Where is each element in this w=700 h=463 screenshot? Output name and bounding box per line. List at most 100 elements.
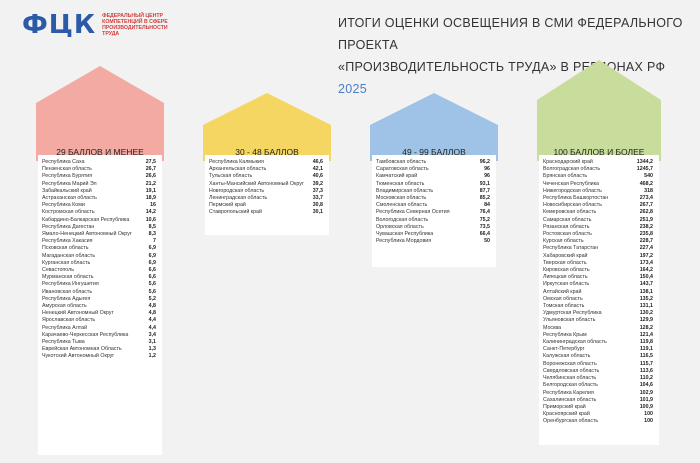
region-score: 40,6 xyxy=(312,173,323,180)
region-name: Ставропольский край xyxy=(209,209,262,216)
region-name: Свердловская область xyxy=(543,367,600,374)
region-name: Новгородская область xyxy=(209,187,265,194)
region-score: 16 xyxy=(150,202,156,209)
region-score: 468,2 xyxy=(639,180,653,187)
region-name: Мурманская область xyxy=(42,274,94,281)
region-score: 1,2 xyxy=(148,353,156,360)
region-name: Пензенская область xyxy=(42,166,92,173)
title-line-1: ИТОГИ ОЦЕНКИ ОСВЕЩЕНИЯ В СМИ ФЕДЕРАЛЬНОГ… xyxy=(338,16,683,52)
region-name: Пермский край xyxy=(209,202,246,209)
region-name: Вологодская область xyxy=(376,216,429,223)
region-name: Республика Дагестан xyxy=(42,223,95,230)
region-score: 18,9 xyxy=(145,195,156,202)
region-row: Рязанская область 238,2 xyxy=(543,224,653,231)
region-name: Красноярский край xyxy=(543,411,590,418)
region-row: Ростовская область 235,8 xyxy=(543,231,653,238)
region-row: Республика Адыгея 5,2 xyxy=(42,296,156,303)
region-name: Краснодарский край xyxy=(543,159,593,165)
region-row: Нижегородская область 318 xyxy=(543,188,653,195)
region-row: Иркутская область 143,7 xyxy=(543,281,653,288)
region-name: Магаданская область xyxy=(42,252,96,259)
region-name: Республика Калмыкия xyxy=(209,159,264,165)
region-score: 262,8 xyxy=(639,209,653,216)
region-score: 66,4 xyxy=(479,231,490,238)
group-roof-4 xyxy=(537,60,661,161)
region-name: Чувашская Республика xyxy=(376,231,434,238)
region-row: Тверская область 173,4 xyxy=(543,260,653,267)
region-row: Республика Тыва 3,1 xyxy=(42,339,156,346)
region-row: Алтайский край 138,1 xyxy=(543,289,653,296)
region-score: 1344,2 xyxy=(636,159,653,165)
region-score: 121,4 xyxy=(639,331,653,338)
region-name: Чеченская Республика xyxy=(543,180,599,187)
region-score: 21,2 xyxy=(145,180,156,187)
region-name: Курская область xyxy=(543,238,584,245)
region-score: 4,8 xyxy=(148,310,156,317)
region-score: 27,5 xyxy=(145,159,156,165)
region-name: Республика Марий Эл xyxy=(42,180,97,187)
region-name: Забайкальский край xyxy=(42,187,92,194)
region-name: Волгоградская область xyxy=(543,166,601,173)
region-row: Тульская область 40,6 xyxy=(209,173,323,180)
region-score: 50 xyxy=(484,238,490,245)
region-name: Алтайский край xyxy=(543,288,582,295)
region-name: Самарская область xyxy=(543,216,592,223)
group-label: 29 БАЛЛОВ И МЕНЕЕ xyxy=(56,147,144,157)
region-row: Курская область 228,7 xyxy=(543,238,653,245)
region-score: 113,6 xyxy=(640,367,653,374)
region-name: Владимирская область xyxy=(376,187,434,194)
region-name: Псковская область xyxy=(42,245,89,252)
region-row: Томская область 131,1 xyxy=(543,303,653,310)
region-row: Ивановская область 5,6 xyxy=(42,289,156,296)
region-score: 46,6 xyxy=(312,159,323,165)
region-score: 3,1 xyxy=(148,339,156,346)
region-row: Краснодарский край 1344,2 xyxy=(543,159,653,166)
region-row: Севастополь 6,6 xyxy=(42,267,156,274)
region-score: 197,2 xyxy=(639,252,653,259)
group-roof-shape xyxy=(36,66,164,161)
region-name: Удмуртская Республика xyxy=(543,310,602,317)
region-score: 100,9 xyxy=(639,403,653,410)
region-score: 6,9 xyxy=(148,259,156,266)
region-score: 26,6 xyxy=(145,173,156,180)
region-score: 6,9 xyxy=(148,245,156,252)
region-score: 1,3 xyxy=(148,346,156,353)
region-row: Архангельская область 42,1 xyxy=(209,166,323,173)
region-score: 238,2 xyxy=(639,223,653,230)
region-score: 164,2 xyxy=(639,267,653,274)
region-name: Кемеровская область xyxy=(543,209,597,216)
group-label: 49 - 99 БАЛЛОВ xyxy=(402,147,466,157)
group-list: Республика Калмыкия 46,6 Архангельская обл… xyxy=(205,155,329,235)
region-name: Калининградская область xyxy=(543,339,607,346)
region-name: Ростовская область xyxy=(543,231,592,238)
region-name: Нижегородская область xyxy=(543,187,602,194)
region-name: Республика Карелия xyxy=(543,389,594,396)
region-name: Камчатский край xyxy=(376,173,418,180)
region-score: 318 xyxy=(644,187,653,194)
region-row: Приморский край 100,9 xyxy=(543,404,653,411)
region-score: 173,4 xyxy=(639,259,653,266)
region-score: 4,8 xyxy=(148,303,156,310)
region-score: 110,2 xyxy=(640,375,653,382)
region-name: Республика Татарстан xyxy=(543,245,599,252)
region-score: 102,9 xyxy=(639,389,653,396)
region-name: Омская область xyxy=(543,295,583,302)
group-roof-shape xyxy=(537,60,661,161)
region-score: 130,2 xyxy=(639,310,653,317)
region-row: Брянская область 540 xyxy=(543,173,653,180)
region-row: Республика Алтай 4,4 xyxy=(42,325,156,332)
region-name: Саратовская область xyxy=(376,166,429,173)
region-row: Республика Дагестан 8,5 xyxy=(42,224,156,231)
region-score: 73,5 xyxy=(479,223,490,230)
region-name: Новосибирская область xyxy=(543,202,602,209)
region-score: 76,4 xyxy=(479,209,490,216)
region-name: Республика Коми xyxy=(42,202,85,209)
region-name: Кировская область xyxy=(543,267,590,274)
region-score: 26,7 xyxy=(145,166,156,173)
region-name: Томская область xyxy=(543,303,585,310)
region-name: Приморский край xyxy=(543,403,586,410)
region-score: 143,7 xyxy=(639,281,653,288)
region-name: Челябинская область xyxy=(543,375,597,382)
region-row: Тамбовская область 96,2 xyxy=(376,159,490,166)
region-name: Амурская область xyxy=(42,303,87,310)
